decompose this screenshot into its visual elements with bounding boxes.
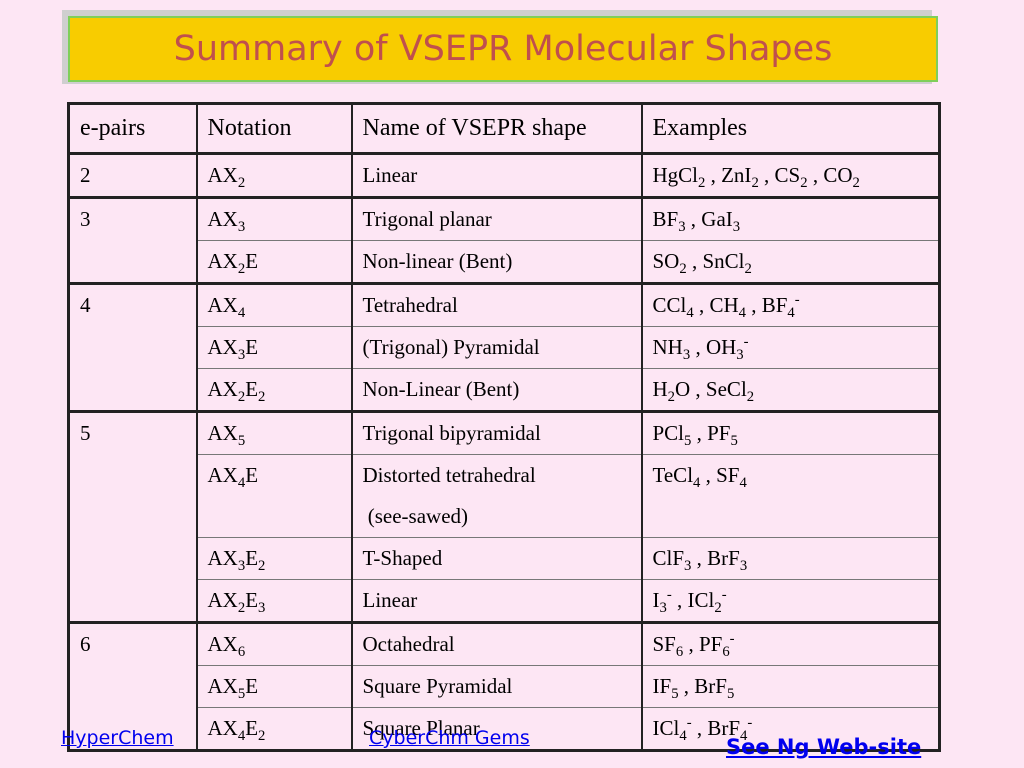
vsepr-table: e-pairs Notation Name of VSEPR shape Exa… xyxy=(67,102,941,752)
slide-title-text: Summary of VSEPR Molecular Shapes xyxy=(173,29,833,69)
slide-title: Summary of VSEPR Molecular Shapes xyxy=(68,16,938,82)
shape-line-1: Distorted tetrahedral xyxy=(362,463,536,487)
cell-notation: AX5E xyxy=(196,665,353,708)
cell-shape: Non-Linear (Bent) xyxy=(351,368,643,412)
cyberchm-gems-link[interactable]: CyberChm Gems xyxy=(369,727,530,749)
cell-examples: ICl4- , BrF4- xyxy=(641,707,940,751)
table-body: 2 AX2 Linear HgCl2 , ZnI2 , CS2 , CO2 3 AX3 Tr… xyxy=(68,153,940,751)
cell-notation: AX3E xyxy=(196,326,353,369)
cell-notation: AX2E3 xyxy=(196,579,353,623)
table-row: 2 AX2 Linear HgCl2 , ZnI2 , CS2 , CO2 xyxy=(68,153,940,198)
table-row: AX4E2 Square Planar ICl4- , BrF4- xyxy=(69,707,940,751)
cell-shape: Linear xyxy=(351,153,643,198)
cell-examples: H2O , SeCl2 xyxy=(641,368,940,412)
header-shape: Name of VSEPR shape xyxy=(351,103,643,155)
cell-examples: TeCl4 , SF4 xyxy=(641,454,940,538)
table-row: AX4E Distorted tetrahedral (see-sawed) TeC… xyxy=(69,454,940,538)
table-row: AX2E Non-linear (Bent) SO2 , SnCl2 xyxy=(69,240,940,284)
cell-epairs: 2 xyxy=(68,153,198,198)
cell-shape: Non-linear (Bent) xyxy=(351,240,643,284)
table-header-row: e-pairs Notation Name of VSEPR shape Exa… xyxy=(68,103,940,155)
cell-epairs: 6 xyxy=(68,621,198,751)
table-row: AX5E Square Pyramidal IF5 , BrF5 xyxy=(69,665,940,708)
table-row: 6 AX6 Octahedral SF6 , PF6- xyxy=(68,621,940,751)
cell-shape: Square Pyramidal xyxy=(351,665,643,708)
cell-epairs: 3 xyxy=(68,196,198,284)
hyperchem-link[interactable]: HyperChem xyxy=(61,727,174,749)
cell-notation: AX3E2 xyxy=(196,537,353,580)
cell-shape: Trigonal planar xyxy=(351,196,643,241)
cell-shape: Distorted tetrahedral (see-sawed) xyxy=(351,454,643,538)
cell-notation: AX6 xyxy=(196,621,353,666)
table-row: 4 AX4 Tetrahedral CCl4 , CH4 , BF4- xyxy=(68,282,940,412)
cell-notation: AX5 xyxy=(196,410,353,455)
cell-shape: Square Planar xyxy=(351,707,643,751)
cell-notation: AX2E xyxy=(196,240,353,284)
cell-examples: IF5 , BrF5 xyxy=(641,665,940,708)
cell-shape: Linear xyxy=(351,579,643,623)
cell-notation: AX4 xyxy=(196,282,353,327)
cell-examples: SO2 , SnCl2 xyxy=(641,240,940,284)
cell-examples: ClF3 , BrF3 xyxy=(641,537,940,580)
cell-examples: SF6 , PF6- xyxy=(641,621,940,666)
shape-line-2: (see-sawed) xyxy=(362,504,469,528)
table-row: AX3E (Trigonal) Pyramidal NH3 , OH3- xyxy=(69,326,940,369)
cell-shape: Octahedral xyxy=(351,621,643,666)
cell-examples: BF3 , GaI3 xyxy=(641,196,940,241)
cell-notation: AX2E2 xyxy=(196,368,353,412)
cell-examples: HgCl2 , ZnI2 , CS2 , CO2 xyxy=(652,163,860,192)
cell-notation: AX2 xyxy=(196,153,353,198)
cell-shape: T-Shaped xyxy=(351,537,643,580)
header-examples: Examples xyxy=(641,103,940,155)
cell-notation: AX4E2 xyxy=(196,707,353,751)
header-epairs: e-pairs xyxy=(68,103,198,155)
table-row: AX3E2 T-Shaped ClF3 , BrF3 xyxy=(69,537,940,580)
cell-examples: NH3 , OH3- xyxy=(641,326,940,369)
cell-notation: AX4E xyxy=(196,454,353,538)
cell-examples: CCl4 , CH4 , BF4- xyxy=(641,282,940,327)
table-row: 5 AX5 Trigonal bipyramidal PCl5 , PF5 xyxy=(68,410,940,623)
cell-shape: Trigonal bipyramidal xyxy=(351,410,643,455)
cell-shape: Tetrahedral xyxy=(351,282,643,327)
cell-examples: I3- , ICl2- xyxy=(641,579,940,623)
cell-epairs: 4 xyxy=(68,282,198,412)
cell-epairs: 5 xyxy=(68,410,198,623)
table-row: AX2E2 Non-Linear (Bent) H2O , SeCl2 xyxy=(69,368,940,412)
cell-shape: (Trigonal) Pyramidal xyxy=(351,326,643,369)
cell-examples: PCl5 , PF5 xyxy=(641,410,940,455)
header-notation: Notation xyxy=(196,103,353,155)
table-row: AX2E3 Linear I3- , ICl2- xyxy=(69,579,940,623)
cell-notation: AX3 xyxy=(196,196,353,241)
table-row: 3 AX3 Trigonal planar BF3 , GaI3 xyxy=(68,196,940,284)
ng-website-link[interactable]: See Ng Web-site xyxy=(726,735,922,759)
